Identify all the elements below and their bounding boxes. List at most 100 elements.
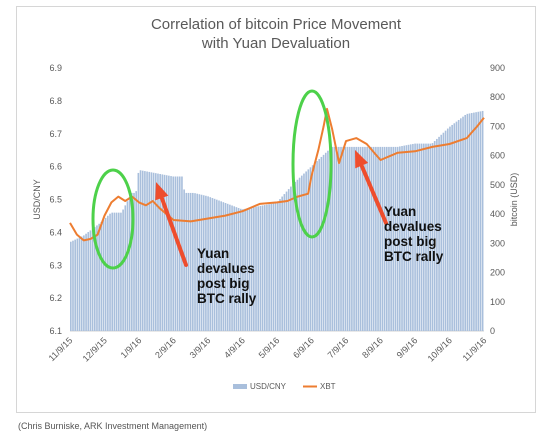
usdcny-bar <box>74 239 76 331</box>
usdcny-bar <box>355 146 358 331</box>
right-tick-label: 100 <box>490 297 505 307</box>
usdcny-bar <box>202 195 205 331</box>
usdcny-bar <box>481 110 484 331</box>
usdcny-bar <box>394 146 397 331</box>
usdcny-bar <box>126 201 129 331</box>
usdcny-bar <box>329 148 331 331</box>
usdcny-bar <box>433 141 436 331</box>
usdcny-bar <box>440 134 443 331</box>
usdcny-bar <box>399 146 401 331</box>
usdcny-bar <box>113 212 116 331</box>
usdcny-bar <box>466 113 469 331</box>
usdcny-bar <box>139 170 142 331</box>
right-tick-label: 400 <box>490 209 505 219</box>
usdcny-bar <box>396 146 399 331</box>
usdcny-bar <box>131 192 133 331</box>
usdcny-bar <box>281 196 283 331</box>
usdcny-bar <box>109 213 111 331</box>
usdcny-bar <box>213 198 216 331</box>
usdcny-bar <box>381 146 384 331</box>
usdcny-bar <box>470 113 473 332</box>
usdcny-bar <box>196 193 199 331</box>
x-tick-label: 12/9/15 <box>81 335 109 363</box>
annotation-1-line: Yuan <box>197 246 229 261</box>
usdcny-bar <box>377 146 379 331</box>
usdcny-bar <box>342 146 344 331</box>
usdcny-bar <box>159 174 161 331</box>
legend-label-xbt: XBT <box>320 382 336 391</box>
left-tick-label: 6.1 <box>49 326 62 336</box>
usdcny-bar <box>383 146 386 331</box>
usdcny-bar <box>340 146 342 331</box>
chart-title: Correlation of bitcoin Price Movement wi… <box>17 15 535 53</box>
usdcny-bar <box>100 221 103 331</box>
usdcny-bar <box>427 143 429 331</box>
usdcny-bar <box>372 146 375 331</box>
usdcny-bar <box>141 170 144 331</box>
usdcny-bar <box>170 176 172 331</box>
usdcny-bar <box>222 202 225 331</box>
usdcny-bar <box>192 192 194 331</box>
left-tick-label: 6.3 <box>49 260 62 270</box>
usdcny-bar <box>257 206 260 331</box>
usdcny-bar <box>353 146 355 331</box>
annotation-2-line: devalues <box>384 219 442 234</box>
usdcny-bar <box>259 205 262 331</box>
usdcny-bar <box>307 169 310 331</box>
annotation-2-line: post big <box>384 234 437 249</box>
usdcny-bar <box>85 233 87 331</box>
usdcny-bar <box>178 176 181 331</box>
usdcny-bar <box>277 201 279 331</box>
usdcny-bar <box>436 138 438 331</box>
usdcny-bar <box>477 111 480 331</box>
usdcny-bar <box>146 171 148 331</box>
usdcny-bar <box>200 194 203 331</box>
usdcny-bar <box>174 176 177 331</box>
annotation-2-line: Yuan <box>384 204 416 219</box>
usdcny-bar <box>226 203 229 331</box>
right-axis-label: bitcoin (USD) <box>509 173 519 227</box>
right-tick-label: 300 <box>490 238 505 248</box>
usdcny-bar <box>150 172 153 331</box>
usdcny-bar <box>207 196 209 331</box>
usdcny-bar <box>392 146 395 331</box>
usdcny-bar <box>327 150 329 331</box>
usdcny-bar <box>314 163 316 331</box>
usdcny-bar <box>300 175 303 331</box>
right-tick-label: 200 <box>490 268 505 278</box>
highlight-circle-right <box>291 89 333 239</box>
chart-title-line-1: Correlation of bitcoin Price Movement <box>150 16 402 33</box>
arrow-right-head <box>355 150 369 169</box>
usdcny-bar <box>320 156 323 331</box>
usdcny-bar <box>401 146 403 331</box>
usdcny-bar <box>253 207 255 331</box>
usdcny-bar <box>189 192 192 331</box>
usdcny-bar <box>91 228 94 331</box>
usdcny-bar <box>444 130 447 331</box>
usdcny-bar <box>446 128 449 331</box>
usdcny-bar <box>176 176 179 331</box>
usdcny-bar <box>128 197 131 331</box>
usdcny-bar <box>414 143 416 331</box>
right-tick-label: 700 <box>490 121 505 131</box>
right-tick-label: 900 <box>490 63 505 73</box>
annotation-1-line: post big <box>197 276 250 291</box>
usdcny-bar <box>379 146 382 331</box>
usdcny-bar <box>266 204 268 331</box>
usdcny-bar <box>239 208 242 331</box>
usdcny-bar <box>357 146 360 331</box>
usdcny-bar <box>453 123 456 331</box>
usdcny-bar <box>279 199 281 331</box>
usdcny-bar <box>464 114 467 332</box>
usdcny-bar <box>429 143 432 331</box>
right-tick-label: 500 <box>490 180 505 190</box>
usdcny-bar <box>366 146 368 331</box>
usdcny-bar <box>412 143 414 331</box>
usdcny-bar <box>165 175 168 331</box>
usdcny-bar <box>93 227 96 331</box>
usdcny-bar <box>460 118 462 331</box>
highlight-circle-left <box>91 168 135 270</box>
usdcny-bar <box>104 217 107 331</box>
usdcny-bar <box>333 146 336 331</box>
usdcny-bar <box>287 189 290 331</box>
